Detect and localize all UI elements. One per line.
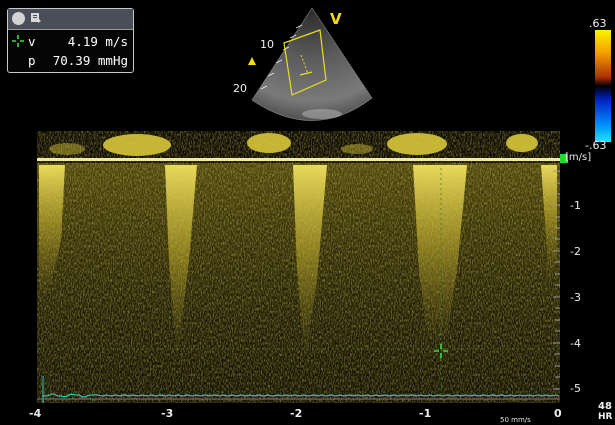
velocity-label: v (28, 34, 36, 49)
crosshair-icon (12, 35, 24, 47)
color-scale-max: .63 (589, 17, 607, 30)
velocity-row: v 4.19 m/s (11, 34, 131, 52)
color-scale-bar (595, 30, 611, 142)
measurement-cursor-icon[interactable] (434, 344, 448, 358)
y-tick-label: -3 (570, 291, 581, 304)
y-tick-label: -2 (570, 245, 581, 258)
measurement-panel: v 4.19 m/s p 70.39 mmHg (7, 8, 134, 73)
x-tick-label: -1 (419, 407, 432, 420)
pressure-value: 70.39 mmHg (52, 53, 128, 68)
baseline-marker[interactable] (560, 154, 568, 163)
pressure-row: p 70.39 mmHg (11, 53, 131, 71)
measurement-panel-header (8, 9, 133, 30)
color-scale-min: -.63 (585, 139, 607, 152)
x-tick-label: -2 (290, 407, 303, 420)
depth-label-10: 10 (260, 38, 274, 51)
heart-rate-value: 48 (598, 401, 612, 412)
doppler-spectrum (37, 131, 560, 403)
export-icon[interactable] (30, 12, 42, 24)
x-tick-label: -4 (29, 407, 42, 420)
y-tick-label: -1 (570, 199, 581, 212)
sector-marker: V (330, 10, 342, 28)
pressure-label: p (28, 53, 36, 68)
record-icon[interactable] (12, 12, 25, 25)
depth-label-20: 20 (233, 82, 247, 95)
y-tick-label: -4 (570, 337, 581, 350)
ultrasound-sector-image (251, 7, 373, 121)
x-tick-label: -3 (161, 407, 174, 420)
velocity-unit-label: [m/s] (565, 152, 592, 163)
focus-arrow-icon (248, 57, 256, 65)
velocity-value: 4.19 m/s (67, 34, 128, 49)
heart-rate-label: HR (598, 412, 613, 422)
y-tick-label: -5 (570, 382, 581, 395)
sweep-speed-label: 50 mm/s (500, 416, 531, 424)
x-tick-label: 0 (554, 407, 562, 420)
